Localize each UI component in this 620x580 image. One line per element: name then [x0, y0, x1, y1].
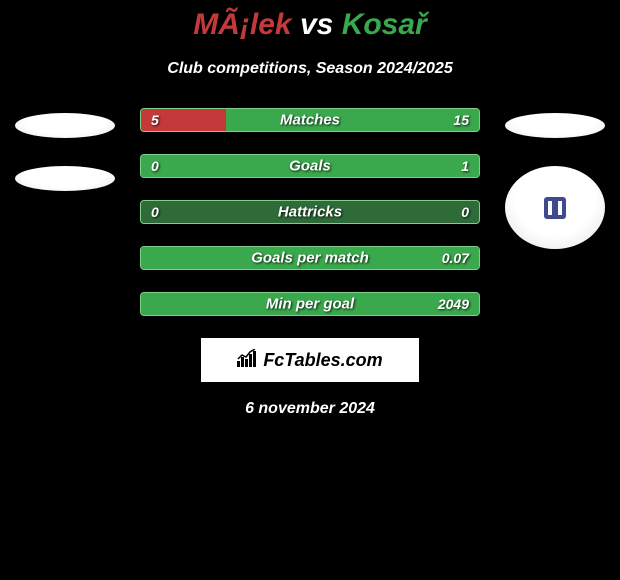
- stat-label: Matches: [280, 112, 340, 129]
- stat-right-value: 1: [461, 158, 469, 174]
- stat-label: Hattricks: [278, 204, 342, 221]
- brand-logo: FcTables.com: [201, 338, 419, 382]
- page-title: MÃ¡lek vs Kosař: [0, 8, 620, 42]
- stat-row: Goals per match 0.07: [140, 246, 480, 270]
- stat-bars: 5 Matches 15 0 Goals 1 0 Hattricks 0 Goals per ma…: [140, 108, 480, 316]
- stat-left-value: 0: [151, 204, 159, 220]
- right-side: [500, 108, 610, 249]
- player2-avatar: [505, 113, 605, 138]
- stat-left-value: 5: [151, 112, 159, 128]
- stat-right-value: 2049: [438, 296, 469, 312]
- stat-row: 5 Matches 15: [140, 108, 480, 132]
- stat-right-value: 15: [453, 112, 469, 128]
- stat-left-value: 0: [151, 158, 159, 174]
- player2-team-badge: [505, 166, 605, 249]
- player1-avatar: [15, 113, 115, 138]
- stat-row: 0 Hattricks 0: [140, 200, 480, 224]
- left-side: [10, 108, 120, 191]
- brand-text: FcTables.com: [263, 350, 382, 371]
- comparison-body: 5 Matches 15 0 Goals 1 0 Hattricks 0 Goals per ma…: [0, 108, 620, 316]
- date-text: 6 november 2024: [0, 400, 620, 418]
- subtitle: Club competitions, Season 2024/2025: [0, 60, 620, 78]
- stat-label: Goals per match: [251, 250, 369, 267]
- stat-right-value: 0: [461, 204, 469, 220]
- chart-icon: [237, 349, 257, 372]
- stat-right-fill: [226, 109, 480, 131]
- stat-label: Min per goal: [266, 296, 354, 313]
- player1-team-badge: [15, 166, 115, 191]
- title-vs: vs: [300, 8, 333, 41]
- team-logo-icon: [544, 197, 566, 219]
- title-player2: Kosař: [342, 8, 427, 41]
- stat-right-value: 0.07: [442, 250, 469, 266]
- stat-row: Min per goal 2049: [140, 292, 480, 316]
- title-player1: MÃ¡lek: [193, 8, 291, 41]
- stat-label: Goals: [289, 158, 331, 175]
- stat-row: 0 Goals 1: [140, 154, 480, 178]
